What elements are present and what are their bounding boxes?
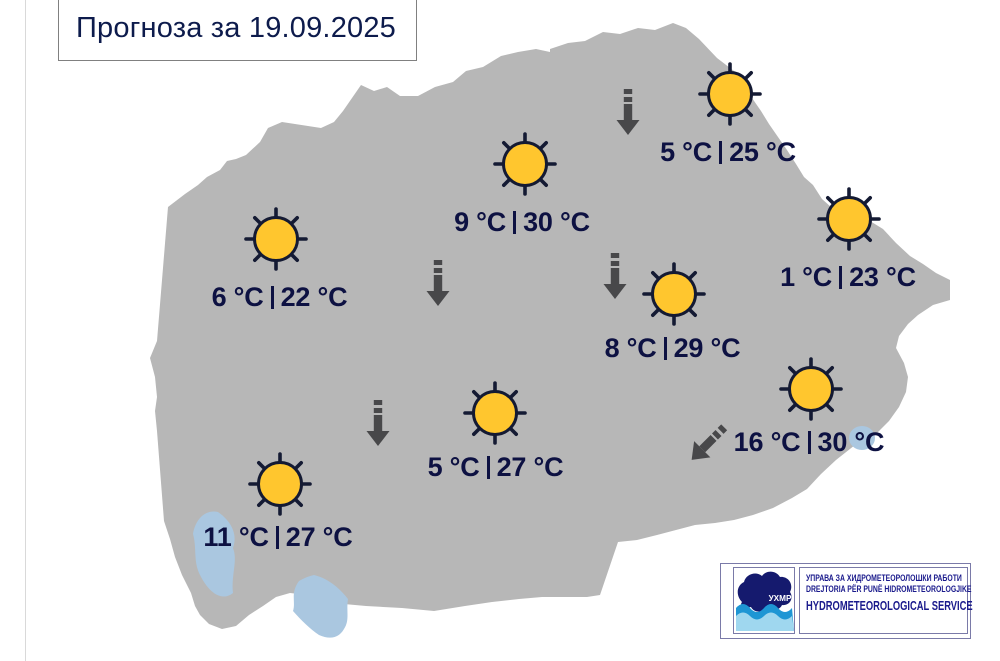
svg-text:УХМР: УХМР [769,594,792,603]
